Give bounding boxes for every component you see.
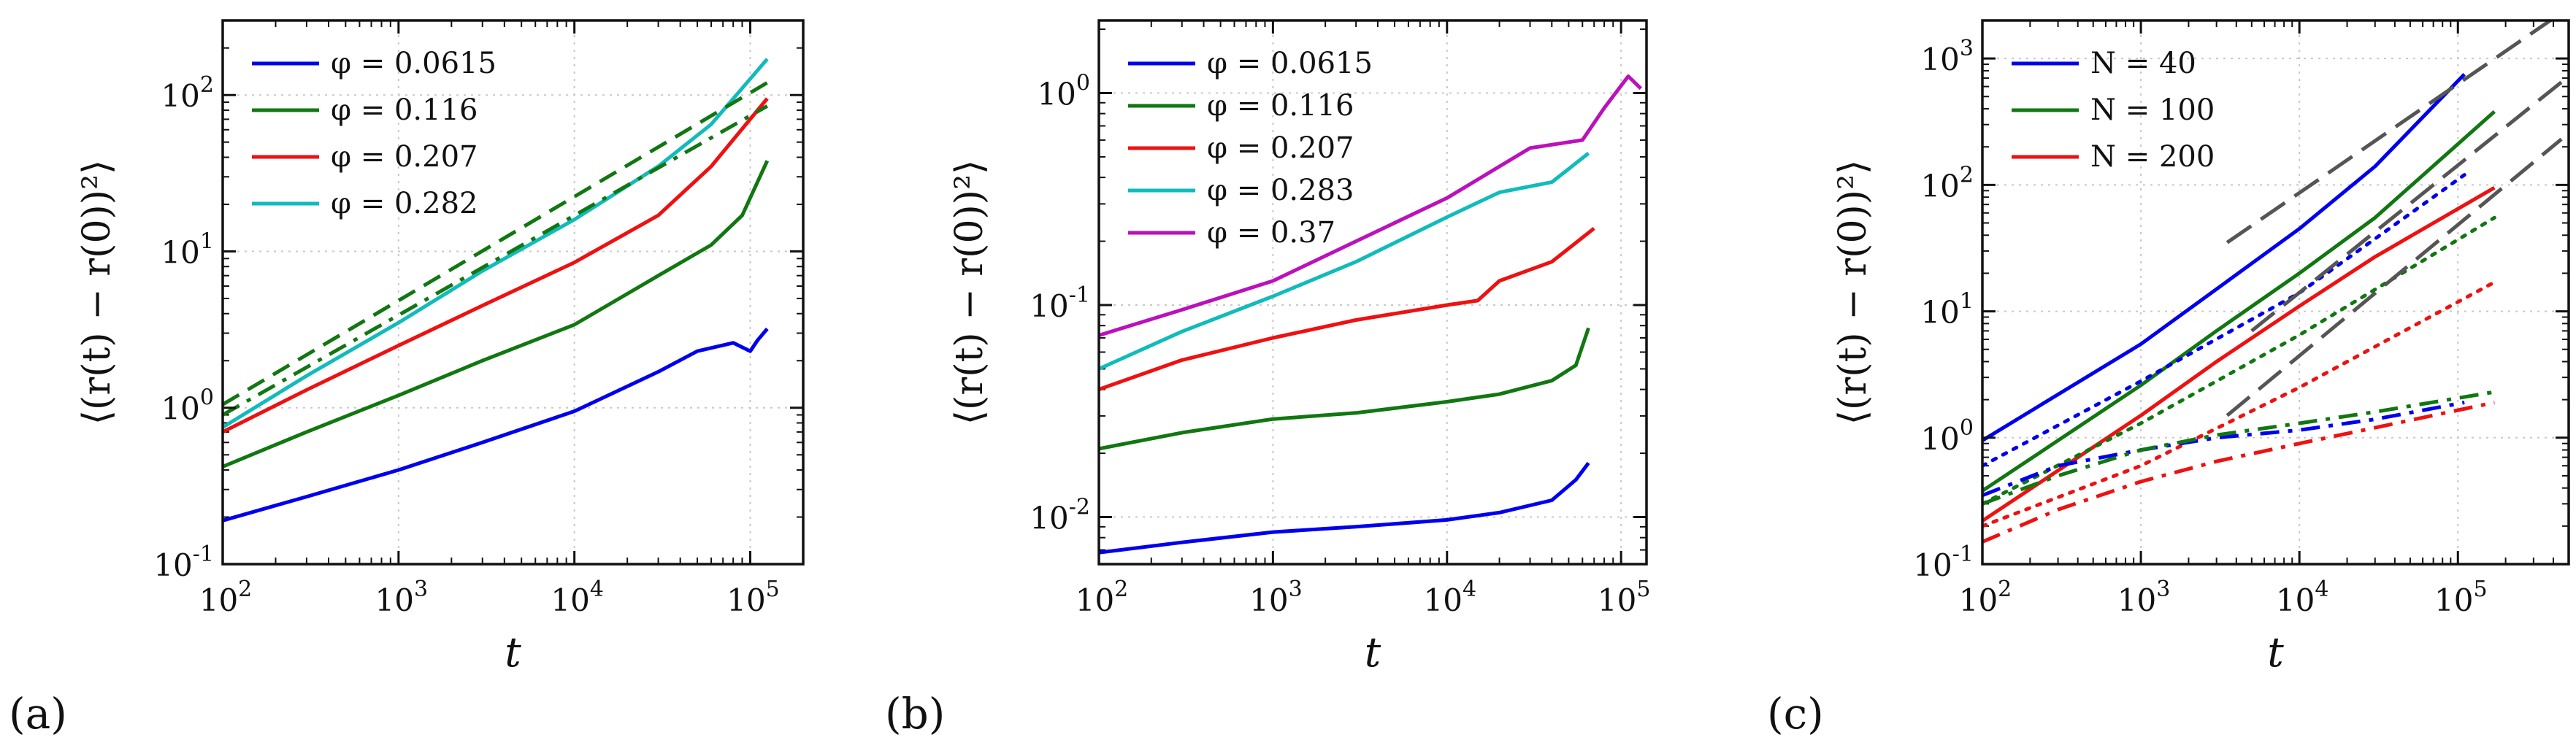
y-axis-label: ⟨(r(t) − r(0))²⟩: [1831, 160, 1875, 425]
plot-frame: [1981, 19, 2570, 566]
x-axis-label: t: [505, 629, 521, 677]
y-axis-label: ⟨(r(t) − r(0))²⟩: [75, 160, 119, 425]
x-axis-label: t: [2267, 629, 2284, 677]
series-line: [2226, 137, 2563, 417]
x-tick-label: 102: [1076, 577, 1129, 618]
x-tick-label: 103: [375, 577, 429, 618]
x-tick-label: 102: [1959, 577, 2012, 618]
series-group: [1982, 20, 2563, 544]
series-line: [223, 81, 769, 406]
legend: N = 40 N = 100 N = 200: [2012, 47, 2215, 174]
series-line: [1982, 73, 2466, 442]
plot-frame: [221, 19, 805, 566]
series-line: [1099, 327, 1590, 451]
panel-label: (c): [1767, 689, 1824, 739]
panel-b: 102 103 104 105 10-2 10-1 100 t ⟨(r(t) − r(0))²⟩…: [885, 19, 1651, 739]
legend-label: φ = 0.282: [331, 187, 478, 220]
series-line: [1099, 152, 1590, 371]
series-line: [223, 104, 769, 417]
series-line: [223, 160, 770, 469]
panel-label: (b): [885, 689, 945, 739]
series-line: [223, 327, 769, 523]
series-line: [1982, 280, 2496, 528]
legend-label: φ = 0.207: [1207, 131, 1354, 165]
series-line: [1982, 401, 2495, 544]
y-tick-label: 10-1: [1913, 541, 1974, 583]
x-tick-label: 104: [1424, 577, 1477, 618]
legend-label: φ = 0.283: [1207, 174, 1354, 207]
legend-label: φ = 0.0615: [331, 47, 497, 80]
legend-label: φ = 0.207: [331, 140, 478, 174]
legend: φ = 0.0615 φ = 0.116 φ = 0.207 φ = 0.282: [252, 47, 497, 220]
x-tick-label: 105: [727, 577, 780, 618]
series-line: [1099, 461, 1590, 555]
series-line: [1982, 401, 2465, 498]
series-line: [223, 58, 769, 429]
y-tick-label: 100: [1037, 70, 1090, 112]
y-tick-label: 101: [161, 228, 214, 270]
panel-c: 102 103 104 105 10-1 100 101 102 103 t ⟨(r(t) − r(…: [1767, 19, 2570, 739]
x-tick-label: 105: [1598, 577, 1651, 618]
y-tick-label: 10-1: [153, 541, 214, 583]
legend-label: φ = 0.0615: [1207, 47, 1373, 80]
series-line: [1982, 390, 2495, 506]
y-tick-label: 10-1: [1030, 282, 1090, 324]
x-tick-label: 104: [2276, 577, 2329, 618]
y-axis-label: ⟨(r(t) − r(0))²⟩: [948, 160, 992, 425]
y-tick-label: 10-2: [1030, 495, 1090, 536]
legend-label: φ = 0.116: [331, 93, 478, 127]
y-tick-label: 100: [1920, 415, 1974, 457]
y-tick-label: 101: [1920, 289, 1974, 331]
panel-a: 102 103 104 105 10-1 100 101 102 t ⟨(r(t) − r(0))…: [9, 19, 805, 739]
series-line: [1982, 186, 2496, 523]
legend: φ = 0.0615 φ = 0.116 φ = 0.207 φ = 0.283 φ =…: [1128, 47, 1373, 250]
x-axis-label: t: [1365, 629, 1381, 677]
y-tick-label: 100: [161, 385, 214, 427]
series-line: [1982, 110, 2496, 493]
y-tick-label: 103: [1920, 36, 1974, 77]
legend-label: φ = 0.37: [1207, 216, 1335, 250]
y-tick-label: 102: [1920, 162, 1974, 204]
series-line: [2226, 20, 2554, 244]
panel-label: (a): [9, 689, 67, 739]
series-line: [1099, 74, 1643, 337]
plot-frame: [1097, 19, 1648, 566]
series-line: [223, 97, 769, 434]
x-tick-label: 103: [2117, 577, 2171, 618]
legend-label: N = 40: [2090, 47, 2196, 80]
series-line: [1982, 215, 2496, 506]
x-tick-label: 104: [551, 577, 604, 618]
series-group: [223, 58, 770, 523]
x-tick-label: 105: [2434, 577, 2488, 618]
legend-label: φ = 0.116: [1207, 89, 1354, 123]
x-tick-label: 103: [1249, 577, 1303, 618]
series-line: [2250, 80, 2563, 333]
series-group: [1099, 74, 1643, 555]
y-tick-label: 102: [161, 72, 214, 114]
legend-label: N = 200: [2090, 140, 2215, 174]
series-line: [1982, 173, 2466, 468]
x-tick-label: 102: [199, 577, 253, 618]
series-line: [1099, 226, 1595, 391]
legend-label: N = 100: [2090, 93, 2215, 127]
